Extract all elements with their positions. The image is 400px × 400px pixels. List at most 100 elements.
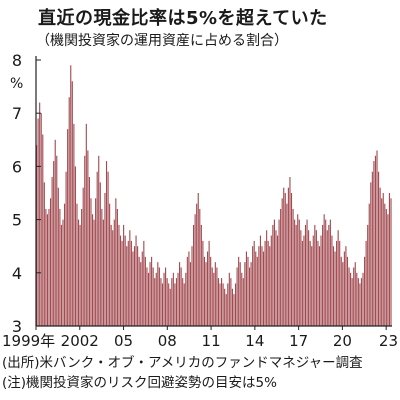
- bar: [221, 278, 223, 326]
- bar: [174, 283, 176, 326]
- bar: [135, 235, 137, 326]
- bar: [188, 251, 190, 326]
- bar: [351, 278, 353, 326]
- bar: [250, 262, 252, 326]
- bar: [171, 278, 173, 326]
- bar: [116, 208, 118, 326]
- y-tick-label: 7: [12, 104, 22, 123]
- bar: [381, 198, 383, 326]
- bar: [227, 283, 229, 326]
- bar: [290, 193, 293, 326]
- bar: [90, 198, 92, 326]
- bar: [182, 278, 184, 326]
- bar: [45, 208, 47, 326]
- bar: [130, 240, 132, 326]
- bar: [180, 267, 182, 326]
- bar-series: [36, 65, 392, 327]
- bar: [172, 272, 174, 326]
- bar: [236, 267, 238, 326]
- bar: [261, 246, 263, 326]
- bar: [359, 283, 361, 326]
- bar: [388, 193, 391, 326]
- bar: [144, 256, 146, 326]
- bar: [273, 219, 275, 326]
- bar: [74, 166, 76, 326]
- bar: [40, 113, 42, 326]
- bar: [143, 240, 145, 326]
- bar: [91, 214, 94, 326]
- bar: [160, 278, 162, 326]
- bar: [325, 219, 327, 326]
- bar: [112, 230, 114, 326]
- bar: [331, 235, 333, 326]
- bar: [81, 208, 83, 326]
- bar: [152, 267, 154, 326]
- bar: [57, 187, 59, 326]
- bar: [202, 240, 204, 326]
- bar: [62, 219, 64, 326]
- bar: [168, 283, 170, 326]
- bar: [165, 267, 167, 326]
- bar: [126, 246, 128, 326]
- bar: [247, 256, 249, 326]
- bar: [93, 219, 95, 326]
- bar: [132, 251, 134, 326]
- bar: [252, 246, 254, 326]
- bar: [276, 235, 279, 326]
- bar: [231, 288, 233, 326]
- bar: [253, 240, 255, 326]
- bar: [382, 193, 384, 326]
- y-tick-label: 5: [12, 211, 22, 230]
- bar: [364, 256, 366, 326]
- bar: [208, 240, 210, 326]
- bar: [241, 272, 243, 326]
- bar: [320, 235, 322, 326]
- bar: [149, 262, 151, 326]
- bar: [99, 182, 101, 326]
- bar: [262, 251, 265, 326]
- bar: [207, 251, 209, 326]
- bar: [141, 251, 143, 326]
- source-note: (出所)米バンク・オブ・アメリカのファンドマネジャー調査: [2, 355, 363, 371]
- bar: [196, 203, 198, 326]
- bar: [354, 262, 356, 326]
- bar: [350, 272, 352, 326]
- bar: [107, 171, 109, 326]
- bar: [158, 267, 160, 326]
- y-axis-unit-label: %: [10, 76, 23, 92]
- bar: [376, 150, 378, 326]
- bar: [37, 118, 39, 327]
- bar: [177, 272, 179, 326]
- bar: [370, 182, 372, 326]
- bar: [328, 224, 330, 326]
- bar: [323, 214, 325, 326]
- bar: [39, 102, 41, 326]
- bar: [385, 208, 387, 326]
- bar: [390, 198, 392, 326]
- bar: [289, 177, 291, 326]
- bar: [189, 262, 192, 326]
- x-tick-label: 1999年: [2, 332, 55, 350]
- bar: [137, 246, 139, 326]
- bar: [270, 235, 272, 326]
- y-tick-label: 6: [12, 157, 22, 176]
- bar: [283, 187, 285, 326]
- bar: [339, 240, 341, 326]
- bar: [367, 224, 369, 326]
- bar: [205, 262, 207, 326]
- bar: [281, 198, 283, 326]
- bar: [267, 240, 269, 326]
- bar: [76, 203, 78, 326]
- page-subtitle: （機関投資家の運用資産に占める割合）: [36, 33, 288, 49]
- bar: [203, 256, 206, 326]
- bar: [113, 219, 115, 326]
- bar: [332, 246, 335, 326]
- bar: [217, 278, 220, 326]
- bar: [79, 224, 81, 326]
- bar: [109, 203, 111, 326]
- bar: [65, 171, 67, 326]
- bar: [77, 219, 80, 326]
- bar: [272, 224, 274, 326]
- bar: [197, 193, 199, 326]
- bar: [60, 224, 62, 326]
